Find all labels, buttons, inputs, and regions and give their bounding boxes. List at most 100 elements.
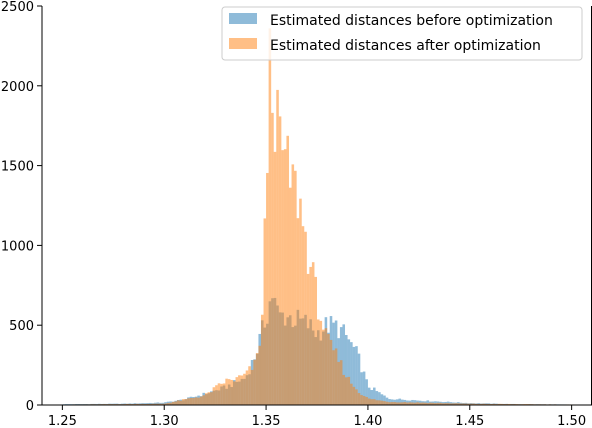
bar-after bbox=[429, 402, 432, 405]
bar-after bbox=[317, 319, 320, 405]
bar-after bbox=[311, 262, 315, 405]
bar-before bbox=[375, 391, 379, 405]
bar-before bbox=[385, 397, 389, 405]
bar-after bbox=[385, 401, 389, 405]
bar-after bbox=[128, 403, 132, 405]
bar-after bbox=[146, 403, 149, 405]
bar-after bbox=[187, 398, 190, 405]
bar-before bbox=[388, 399, 391, 405]
y-tick-label: 1000 bbox=[1, 239, 34, 254]
bar-after bbox=[304, 231, 307, 405]
bar-after bbox=[487, 403, 491, 405]
bar-before bbox=[367, 387, 371, 405]
bar-after bbox=[225, 378, 228, 405]
bar-after bbox=[457, 403, 460, 405]
bar-after bbox=[271, 112, 274, 406]
bar-after bbox=[441, 403, 445, 405]
bar-after bbox=[148, 403, 152, 405]
x-tick-label: 1.40 bbox=[353, 414, 382, 428]
bar-after bbox=[383, 401, 386, 405]
bar-before bbox=[360, 372, 363, 405]
bar-after bbox=[197, 397, 200, 405]
bar-after bbox=[345, 377, 348, 405]
bar-after bbox=[500, 403, 503, 405]
x-tick-label: 1.25 bbox=[48, 414, 77, 428]
bar-after bbox=[426, 403, 430, 405]
bar-after bbox=[334, 348, 338, 405]
bar-after bbox=[492, 403, 496, 405]
bar-after bbox=[171, 401, 175, 405]
bar-after bbox=[365, 396, 368, 405]
bar-after bbox=[176, 400, 180, 405]
legend-swatch-after bbox=[229, 38, 257, 49]
bar-after bbox=[388, 402, 391, 405]
bar-after bbox=[217, 383, 221, 405]
bar-after bbox=[355, 389, 358, 405]
bar-after bbox=[141, 403, 144, 405]
bar-after bbox=[294, 170, 297, 405]
bar-after bbox=[263, 218, 267, 405]
x-tick-label: 1.50 bbox=[557, 414, 586, 428]
bar-after bbox=[184, 399, 188, 405]
bar-after bbox=[464, 403, 468, 405]
bar-after bbox=[439, 402, 442, 405]
bar-after bbox=[375, 400, 379, 405]
bar-after bbox=[505, 403, 508, 405]
legend-label-after: Estimated distances after optimization bbox=[270, 38, 541, 54]
bar-after bbox=[232, 381, 236, 405]
bar-after bbox=[210, 392, 213, 405]
bar-after bbox=[212, 387, 216, 405]
bar-before bbox=[401, 399, 404, 405]
bar-after bbox=[482, 403, 486, 405]
bar-after bbox=[161, 403, 165, 405]
bar-after bbox=[266, 172, 269, 405]
bar-after bbox=[360, 395, 363, 405]
bar-after bbox=[220, 383, 223, 405]
bar-after bbox=[227, 379, 231, 405]
bar-before bbox=[355, 346, 358, 405]
bar-after bbox=[299, 198, 302, 405]
bar-after bbox=[253, 359, 256, 405]
bar-after bbox=[421, 402, 424, 405]
bar-after bbox=[281, 150, 284, 405]
bar-after bbox=[479, 403, 483, 405]
series-after-bars bbox=[62, 28, 575, 406]
y-ticks: 0 500 1000 1500 2000 2500 bbox=[1, 0, 42, 414]
bar-after bbox=[423, 402, 427, 405]
legend: Estimated distances before optimization … bbox=[221, 6, 583, 61]
bar-after bbox=[416, 402, 419, 405]
bar-after bbox=[477, 403, 480, 405]
bar-after bbox=[240, 375, 244, 405]
bar-after bbox=[408, 402, 412, 405]
bar-before bbox=[365, 379, 368, 405]
bar-after bbox=[296, 218, 300, 405]
bar-after bbox=[449, 403, 452, 405]
bar-after bbox=[324, 328, 328, 405]
bar-after bbox=[255, 353, 259, 405]
bar-after bbox=[411, 402, 414, 405]
bar-after bbox=[166, 402, 170, 405]
bar-after bbox=[243, 373, 246, 405]
bar-before bbox=[352, 346, 356, 405]
bar-after bbox=[174, 401, 177, 405]
bar-before bbox=[345, 335, 348, 405]
bar-after bbox=[133, 403, 137, 405]
bar-after bbox=[497, 403, 501, 405]
bar-after bbox=[436, 402, 440, 405]
bar-after bbox=[258, 345, 261, 405]
bar-after bbox=[235, 377, 239, 405]
bar-after bbox=[467, 403, 470, 405]
bar-before bbox=[413, 400, 417, 405]
bar-after bbox=[204, 393, 208, 405]
bar-after bbox=[288, 187, 292, 405]
bar-before bbox=[383, 395, 386, 405]
bar-after bbox=[283, 149, 287, 405]
bar-after bbox=[273, 151, 277, 405]
bar-after bbox=[459, 403, 463, 405]
bar-after bbox=[199, 396, 203, 405]
bar-after bbox=[329, 339, 333, 405]
bar-after bbox=[395, 402, 399, 405]
bar-before bbox=[350, 342, 353, 405]
bar-after bbox=[245, 370, 249, 405]
legend-swatch-before bbox=[229, 13, 257, 24]
